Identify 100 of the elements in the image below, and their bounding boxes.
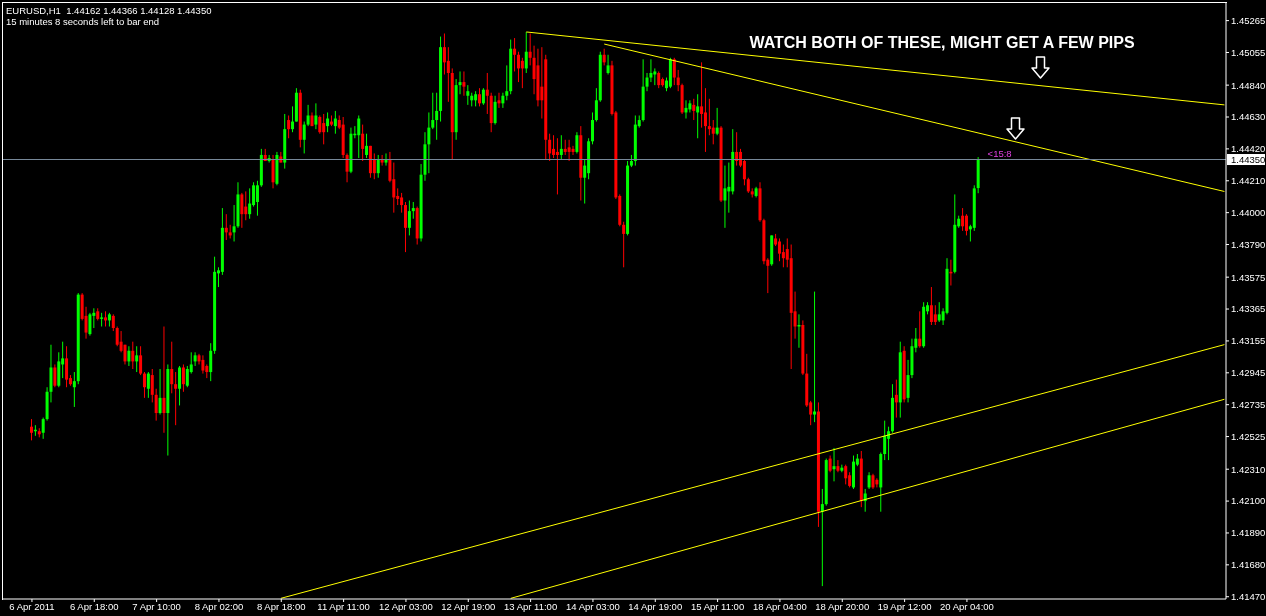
x-tick-label: 11 Apr 11:00 (317, 600, 370, 612)
candlestick (622, 221, 626, 268)
candlestick (961, 207, 965, 232)
candlestick (154, 388, 158, 422)
ref-line-label: 1.44350 (1231, 153, 1266, 165)
candlestick (314, 102, 318, 130)
y-tick-label: 1.41890 (1231, 527, 1266, 539)
candlestick (559, 134, 563, 161)
candlestick (72, 371, 76, 408)
candlestick (400, 192, 404, 214)
candlestick (497, 92, 501, 109)
candlestick (322, 113, 326, 145)
candlestick (185, 365, 189, 388)
x-tick-label: 20 Apr 04:00 (939, 600, 994, 612)
candlestick (711, 119, 715, 145)
candlestick (170, 341, 174, 394)
candlestick (135, 345, 139, 373)
candlestick (832, 447, 836, 482)
candlestick (201, 354, 205, 375)
x-tick-label: 12 Apr 19:00 (441, 600, 496, 612)
candlestick (606, 54, 610, 75)
y-tick-label: 1.41470 (1231, 591, 1266, 603)
candlestick (777, 237, 781, 262)
y-tick-label: 1.43155 (1231, 335, 1266, 347)
candlestick (933, 304, 937, 326)
candlestick (964, 213, 968, 236)
candlestick (248, 187, 252, 220)
candlestick (797, 313, 801, 349)
y-tick-label: 1.42735 (1231, 399, 1266, 411)
candlestick (836, 459, 840, 473)
candlestick (781, 244, 785, 268)
candlestick (937, 301, 941, 323)
candlestick (552, 134, 556, 159)
candlestick (209, 342, 213, 382)
y-tick-label: 1.43575 (1231, 271, 1266, 283)
candlestick (178, 365, 182, 406)
candlestick (567, 139, 571, 162)
candlestick (127, 345, 131, 367)
x-tick-label: 8 Apr 02:00 (194, 600, 244, 612)
candlestick (516, 51, 520, 83)
candlestick (376, 154, 380, 179)
candlestick (357, 114, 361, 159)
candlestick (571, 145, 575, 156)
y-tick-label: 1.45265 (1231, 14, 1266, 26)
candlestick (244, 190, 248, 221)
y-tick-label: 1.44840 (1231, 79, 1266, 91)
candlestick (520, 57, 524, 89)
candlestick (146, 371, 150, 399)
x-tick-label: 6 Apr 18:00 (69, 600, 119, 612)
candlestick (524, 31, 528, 74)
chart-title: EURUSD,H1 1.44162 1.44366 1.44128 1.44350 (6, 5, 212, 16)
x-tick-label: 19 Apr 12:00 (877, 600, 932, 612)
candlestick (672, 57, 676, 86)
candlestick (150, 368, 154, 403)
candlestick (485, 72, 489, 115)
candlestick (590, 111, 594, 145)
candlestick (844, 464, 848, 485)
y-tick-label: 1.43790 (1231, 238, 1266, 250)
candlestick (435, 92, 439, 141)
x-tick-label: 8 Apr 18:00 (256, 600, 306, 612)
y-tick-label: 1.42310 (1231, 463, 1266, 475)
candlestick (333, 110, 337, 135)
candlestick (692, 98, 696, 121)
y-tick-label: 1.44000 (1231, 207, 1266, 219)
candlestick (696, 93, 700, 139)
candlestick (318, 114, 322, 135)
x-tick-label: 14 Apr 03:00 (565, 600, 620, 612)
x-tick-label: 7 Apr 10:00 (132, 600, 181, 612)
candlestick (918, 310, 922, 349)
candlestick (403, 201, 407, 253)
candlestick (513, 37, 517, 72)
y-tick-label: 1.43365 (1231, 303, 1266, 315)
candlestick (407, 200, 411, 236)
x-tick-label: 18 Apr 20:00 (815, 600, 870, 612)
candlestick (894, 379, 898, 419)
candlestick (30, 418, 33, 441)
candlestick (53, 363, 57, 388)
x-tick-label: 13 Apr 11:00 (504, 600, 558, 612)
annotation: <15:8 (987, 147, 1012, 159)
candlestick (466, 84, 470, 106)
candlestick (361, 124, 365, 162)
x-tick-label: 6 Apr 2011 (9, 600, 55, 612)
candlestick (139, 345, 143, 376)
candlestick (548, 133, 552, 162)
y-tick-label: 1.45055 (1231, 46, 1266, 58)
y-tick-label: 1.44210 (1231, 175, 1266, 187)
candlestick (501, 92, 505, 109)
candlestick (255, 180, 259, 217)
candlestick (575, 131, 579, 154)
x-tick-label: 12 Apr 03:00 (379, 600, 433, 612)
candlestick (594, 87, 598, 123)
candlestick (703, 87, 707, 153)
candlestick (162, 326, 166, 434)
text: 15 minutes 8 seconds left to bar end (6, 16, 160, 27)
candlestick (493, 95, 497, 126)
candlestick (555, 137, 559, 195)
candlestick (442, 33, 446, 75)
candlestick (715, 107, 719, 136)
candlestick (131, 341, 135, 370)
candlestick (271, 154, 275, 189)
